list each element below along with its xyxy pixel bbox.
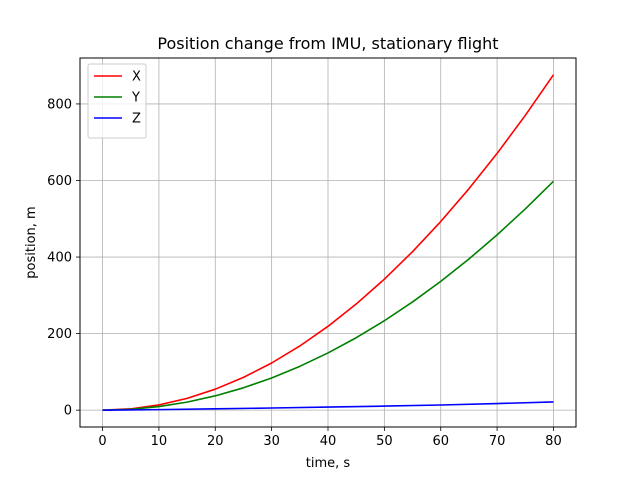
x-tick-label: 30 <box>263 434 280 449</box>
legend: XYZ <box>87 63 147 139</box>
chart-title: Position change from IMU, stationary fli… <box>157 34 498 53</box>
x-tick-label: 60 <box>432 434 449 449</box>
legend-box <box>87 63 147 139</box>
x-tick-label: 80 <box>545 434 562 449</box>
x-tick-label: 40 <box>320 434 337 449</box>
x-tick-label: 20 <box>207 434 224 449</box>
grid <box>80 58 576 427</box>
y-tick-label: 800 <box>47 97 72 112</box>
x-tick-label: 70 <box>489 434 506 449</box>
legend-label-z: Z <box>132 112 141 127</box>
legend-label-y: Y <box>131 91 140 106</box>
x-tick-label: 50 <box>376 434 393 449</box>
y-tick-label: 0 <box>64 404 72 419</box>
x-tick-label: 10 <box>151 434 168 449</box>
y-axis-label: position, m <box>24 206 39 278</box>
y-tick-label: 600 <box>47 174 72 189</box>
x-tick-label: 0 <box>98 434 106 449</box>
y-tick-label: 200 <box>47 327 72 342</box>
series-line-z <box>102 401 554 411</box>
y-tick-label: 400 <box>47 251 72 266</box>
series-line-y <box>102 180 555 411</box>
plot-lines <box>102 74 555 411</box>
series-line-x <box>102 74 555 411</box>
legend-label-x: X <box>132 70 141 85</box>
x-axis-label: time, s <box>306 456 351 471</box>
